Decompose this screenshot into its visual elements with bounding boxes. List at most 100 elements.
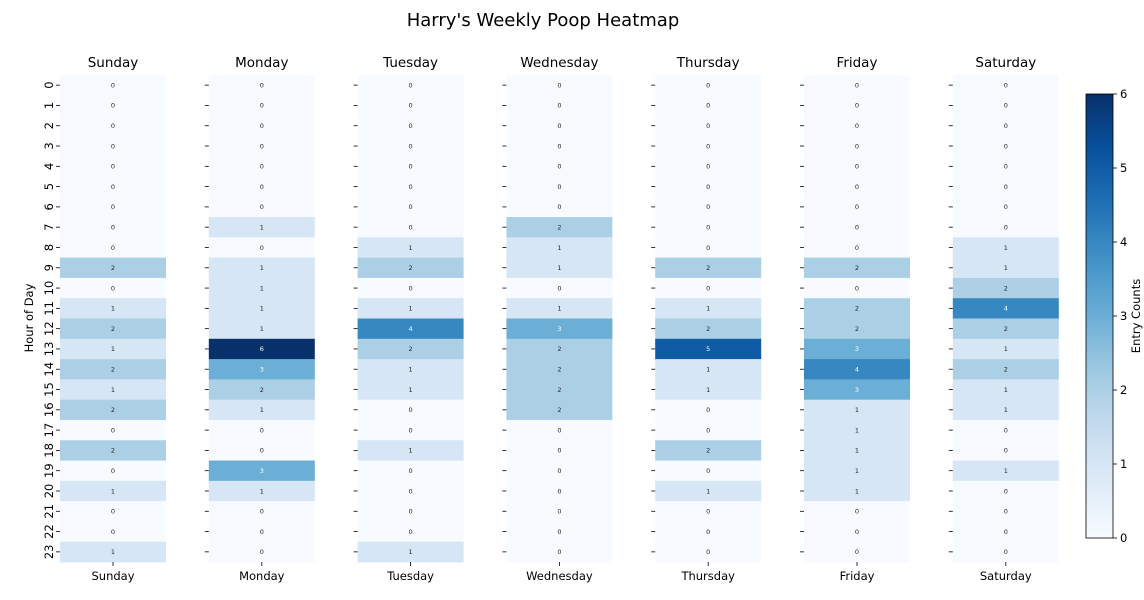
heatmap-cell xyxy=(506,359,613,380)
cell-value-label: 1 xyxy=(260,406,264,414)
cell-value-label: 0 xyxy=(557,102,561,110)
heatmap-cell xyxy=(60,257,166,279)
heatmap-cell xyxy=(804,419,910,441)
heatmap-cell xyxy=(506,480,613,502)
cell-value-label: 0 xyxy=(1004,223,1008,231)
y-tick-label: 19 xyxy=(42,463,56,478)
cell-value-label: 0 xyxy=(1004,183,1008,191)
day-title: Monday xyxy=(235,55,288,71)
heatmap-cell xyxy=(357,318,464,340)
heatmap-cell xyxy=(952,156,1059,177)
heatmap-cell xyxy=(208,176,315,198)
heatmap-cell xyxy=(952,480,1059,502)
cell-value-label: 2 xyxy=(706,325,710,333)
y-tick-label: 21 xyxy=(42,504,56,519)
cell-value-label: 0 xyxy=(111,102,115,110)
cell-value-label: 0 xyxy=(409,81,413,89)
cell-value-label: 0 xyxy=(706,528,710,536)
heatmap-cell xyxy=(655,75,762,96)
heatmap-cell xyxy=(60,521,166,543)
cell-value-label: 0 xyxy=(557,183,561,191)
cell-value-label: 2 xyxy=(557,406,561,414)
heatmap-cell xyxy=(952,237,1059,259)
cell-value-label: 1 xyxy=(409,548,413,556)
cell-value-label: 0 xyxy=(1004,487,1008,495)
cell-value-label: 1 xyxy=(855,426,859,434)
heatmap-cell xyxy=(357,399,464,421)
heatmap-cell xyxy=(506,419,613,441)
cell-value-label: 2 xyxy=(111,366,115,374)
cell-value-label: 2 xyxy=(111,447,115,455)
cell-value-label: 0 xyxy=(111,81,115,89)
cell-value-label: 0 xyxy=(557,426,561,434)
heatmap-cell xyxy=(357,156,464,177)
heatmap-cell xyxy=(506,501,613,522)
x-tick-label: Sunday xyxy=(91,569,134,583)
cell-value-label: 2 xyxy=(1004,325,1008,333)
heatmap-cell xyxy=(506,95,613,116)
cell-value-label: 0 xyxy=(557,528,561,536)
cell-value-label: 0 xyxy=(111,508,115,516)
cell-value-label: 1 xyxy=(1004,406,1008,414)
heatmap-cell xyxy=(208,217,315,238)
heatmap-cell xyxy=(655,277,762,299)
cell-value-label: 0 xyxy=(409,102,413,110)
heatmap-cell xyxy=(952,115,1059,137)
heatmap-cell xyxy=(804,176,910,198)
cell-value-label: 0 xyxy=(260,122,264,130)
heatmap-cell xyxy=(804,379,910,401)
heatmap-cell xyxy=(357,440,464,461)
y-tick-label: 16 xyxy=(42,402,56,417)
cell-value-label: 0 xyxy=(111,244,115,252)
heatmap-cell xyxy=(60,480,166,502)
heatmap-cell xyxy=(952,460,1059,482)
heatmap-cell xyxy=(655,176,762,198)
cell-value-label: 0 xyxy=(706,163,710,171)
cell-value-label: 1 xyxy=(855,406,859,414)
heatmap-cell xyxy=(952,95,1059,116)
y-tick-label: 15 xyxy=(42,382,56,397)
x-tick-label: Saturday xyxy=(980,569,1032,583)
heatmap-cell xyxy=(208,135,315,157)
y-tick-label: 10 xyxy=(42,281,56,296)
day-panel-saturday: Saturday 0 0 0 0 0 0 0 0 1 1 2 4 2 1 2 1 1 0 0 1 0 0 0 0 Saturday xyxy=(948,55,1059,583)
y-tick-label: 1 xyxy=(42,102,56,109)
colorbar-tick-label: 5 xyxy=(1120,161,1127,175)
heatmap-cell xyxy=(208,115,315,137)
day-panels: Sunday000000000201212120201001Sunday0123… xyxy=(42,55,1059,583)
heatmap-cell xyxy=(60,75,166,96)
heatmap-cell xyxy=(804,75,910,96)
cell-value-label: 0 xyxy=(409,183,413,191)
cell-value-label: 0 xyxy=(409,142,413,150)
heatmap-cell xyxy=(60,501,166,522)
heatmap-cell xyxy=(804,277,910,299)
heatmap-cell xyxy=(952,298,1059,319)
heatmap-cell xyxy=(357,338,464,360)
heatmap-cell xyxy=(208,419,315,441)
cell-value-label: 0 xyxy=(855,548,859,556)
cell-value-label: 4 xyxy=(855,366,859,374)
heatmap-cell xyxy=(60,196,166,218)
cell-value-label: 1 xyxy=(706,487,710,495)
cell-value-label: 0 xyxy=(855,163,859,171)
cell-value-label: 0 xyxy=(260,244,264,252)
cell-value-label: 2 xyxy=(111,264,115,272)
day-title: Friday xyxy=(837,55,878,71)
cell-value-label: 0 xyxy=(706,203,710,211)
y-tick-label: 11 xyxy=(42,301,56,316)
x-tick-label: Thursday xyxy=(680,569,735,583)
heatmap-cell xyxy=(357,541,464,563)
cell-value-label: 1 xyxy=(557,305,561,313)
cell-value-label: 0 xyxy=(706,142,710,150)
heatmap-cell xyxy=(60,399,166,421)
cell-value-label: 2 xyxy=(409,345,413,353)
colorbar-tick-label: 1 xyxy=(1120,457,1127,471)
cell-value-label: 1 xyxy=(1004,345,1008,353)
y-tick-label: 14 xyxy=(42,362,56,377)
cell-value-label: 0 xyxy=(557,467,561,475)
heatmap-cell xyxy=(506,196,613,218)
cell-value-label: 1 xyxy=(409,305,413,313)
heatmap-cell xyxy=(506,217,613,238)
cell-value-label: 1 xyxy=(706,386,710,394)
heatmap-cell xyxy=(357,419,464,441)
